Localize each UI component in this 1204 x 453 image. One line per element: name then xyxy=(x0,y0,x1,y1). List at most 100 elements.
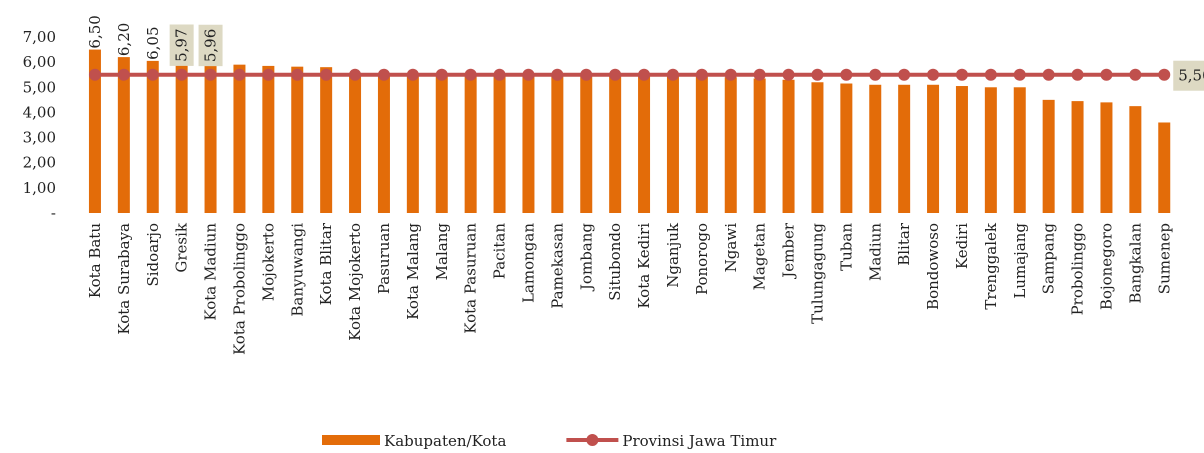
line-marker xyxy=(1042,68,1055,81)
bar xyxy=(1042,99,1055,213)
bar xyxy=(406,74,419,213)
data-label-group: 5,97 xyxy=(169,24,194,66)
y-tick-label: 3,00 xyxy=(23,129,56,147)
line-marker xyxy=(377,68,390,81)
bar xyxy=(522,74,535,213)
data-label: 5,96 xyxy=(202,29,220,62)
data-label: 5,50 xyxy=(1178,67,1204,85)
line-marker xyxy=(1013,68,1026,81)
y-tick-label: 5,00 xyxy=(23,78,56,96)
bar xyxy=(1013,87,1026,213)
line-marker xyxy=(666,68,679,81)
bar xyxy=(724,77,737,213)
bar xyxy=(695,75,708,213)
bar xyxy=(955,86,968,213)
line-marker xyxy=(782,68,795,81)
bar xyxy=(117,57,130,213)
x-tick-label: Pamekasan xyxy=(548,223,566,309)
y-tick-label: 6,00 xyxy=(23,53,56,71)
bar xyxy=(927,84,940,214)
data-label-box xyxy=(198,24,223,67)
x-tick-label: Kota Probolinggo xyxy=(230,223,248,355)
bar xyxy=(580,74,593,213)
x-tick-label: Kota Kediri xyxy=(635,223,653,309)
line-marker xyxy=(435,68,448,81)
line-marker xyxy=(898,68,911,81)
x-tick-label: Banyuwangi xyxy=(288,223,306,317)
line-marker xyxy=(984,68,997,81)
y-tick-label: 1,00 xyxy=(23,179,56,197)
line-marker xyxy=(291,68,304,81)
legend-label: Kabupaten/Kota xyxy=(384,432,506,450)
x-tick-label: Bojonegoro xyxy=(1097,223,1115,310)
line-marker xyxy=(1071,68,1084,81)
y-tick-label: 4,00 xyxy=(23,103,56,121)
data-label-box xyxy=(1173,60,1204,91)
x-tick-label: Madiun xyxy=(866,223,884,281)
data-label-group: 5,50 xyxy=(1173,60,1204,91)
bar xyxy=(782,79,795,213)
line-marker xyxy=(349,68,362,81)
x-tick-label: Kota Batu xyxy=(86,223,104,299)
x-tick-label: Bondowoso xyxy=(924,223,942,310)
line-marker xyxy=(493,68,506,81)
bar xyxy=(377,74,390,213)
x-tick-label: Pasuruan xyxy=(375,223,393,294)
line-marker xyxy=(811,68,824,81)
x-tick-label: Kota Malang xyxy=(404,223,422,320)
line-marker xyxy=(522,68,535,81)
line-marker xyxy=(262,68,275,81)
x-tick-label: Probolinggo xyxy=(1069,223,1087,315)
data-label-group: 6,50 xyxy=(86,15,104,48)
line-marker xyxy=(1158,68,1171,81)
bar xyxy=(146,60,159,214)
data-label: 6,50 xyxy=(86,15,104,48)
x-tick-label: Gresik xyxy=(173,222,191,273)
bar xyxy=(1158,122,1171,213)
y-tick-label: 7,00 xyxy=(23,28,56,46)
x-tick-label: Kota Blitar xyxy=(317,222,335,305)
bar xyxy=(609,74,622,213)
bar xyxy=(349,73,362,213)
legend-marker xyxy=(586,434,599,446)
bar xyxy=(262,65,275,214)
x-tick-label: Tulungagung xyxy=(808,223,826,324)
x-tick-label: Situbondo xyxy=(606,223,624,301)
y-tick-label: - xyxy=(51,204,56,222)
x-tick-label: Trenggalek xyxy=(982,222,1000,310)
bar xyxy=(869,84,882,214)
line-marker xyxy=(695,68,708,81)
x-tick-label: Kota Pasuruan xyxy=(462,223,480,334)
x-tick-label: Magetan xyxy=(751,223,769,291)
line-marker xyxy=(88,68,101,81)
x-tick-label: Mojokerto xyxy=(259,223,277,301)
bar xyxy=(233,64,246,214)
line-marker xyxy=(724,68,737,81)
x-tick-label: Bangkalan xyxy=(1126,223,1144,304)
data-label: 6,05 xyxy=(144,26,162,59)
line-marker xyxy=(609,68,622,81)
legend-label: Provinsi Jawa Timur xyxy=(622,432,777,450)
x-tick-label: Ngawi xyxy=(722,223,740,273)
bar xyxy=(811,82,824,213)
bar xyxy=(1129,106,1142,213)
line-marker xyxy=(551,68,564,81)
x-tick-label: Malang xyxy=(433,223,451,281)
bar xyxy=(493,74,506,213)
bar xyxy=(638,74,651,213)
x-tick-label: Jombang xyxy=(577,223,595,292)
bar xyxy=(435,74,448,213)
bar xyxy=(291,66,304,213)
line-marker xyxy=(1129,68,1142,81)
bar xyxy=(88,49,101,214)
line-marker xyxy=(204,68,217,81)
bar xyxy=(984,87,997,213)
data-label-box xyxy=(169,24,194,66)
x-tick-label: Sampang xyxy=(1040,223,1058,295)
bar xyxy=(320,67,333,214)
x-tick-label: Nganjuk xyxy=(664,222,682,288)
legend-swatch xyxy=(322,435,380,445)
bar xyxy=(1071,101,1084,213)
bar xyxy=(551,74,564,213)
line-marker xyxy=(580,68,593,81)
